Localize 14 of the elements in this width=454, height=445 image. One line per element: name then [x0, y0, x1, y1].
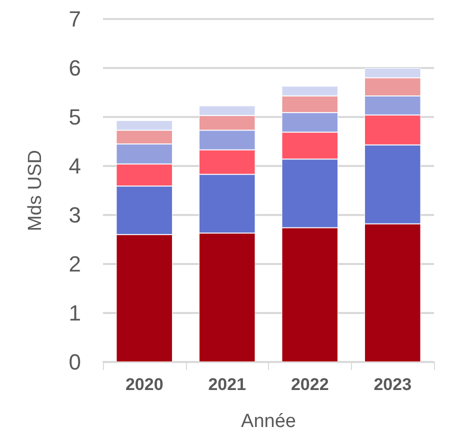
x-tick-label: 2021: [208, 375, 246, 394]
y-tick-label: 2: [68, 252, 81, 276]
x-axis-title: Année: [241, 411, 296, 432]
x-tick-label: 2020: [125, 375, 164, 394]
y-tick-label: 6: [68, 56, 81, 80]
x-tick-label: 2022: [290, 375, 329, 394]
y-tick-label: 0: [68, 350, 81, 374]
y-tick-label: 1: [68, 300, 81, 326]
y-tick-label: 5: [68, 104, 81, 130]
x-tick-label: 2023: [374, 375, 412, 394]
y-tick-label: 4: [68, 154, 81, 178]
y-axis-title: Mds USD: [25, 150, 46, 232]
y-tick-label: 7: [68, 6, 81, 32]
y-tick-label: 3: [68, 202, 81, 228]
